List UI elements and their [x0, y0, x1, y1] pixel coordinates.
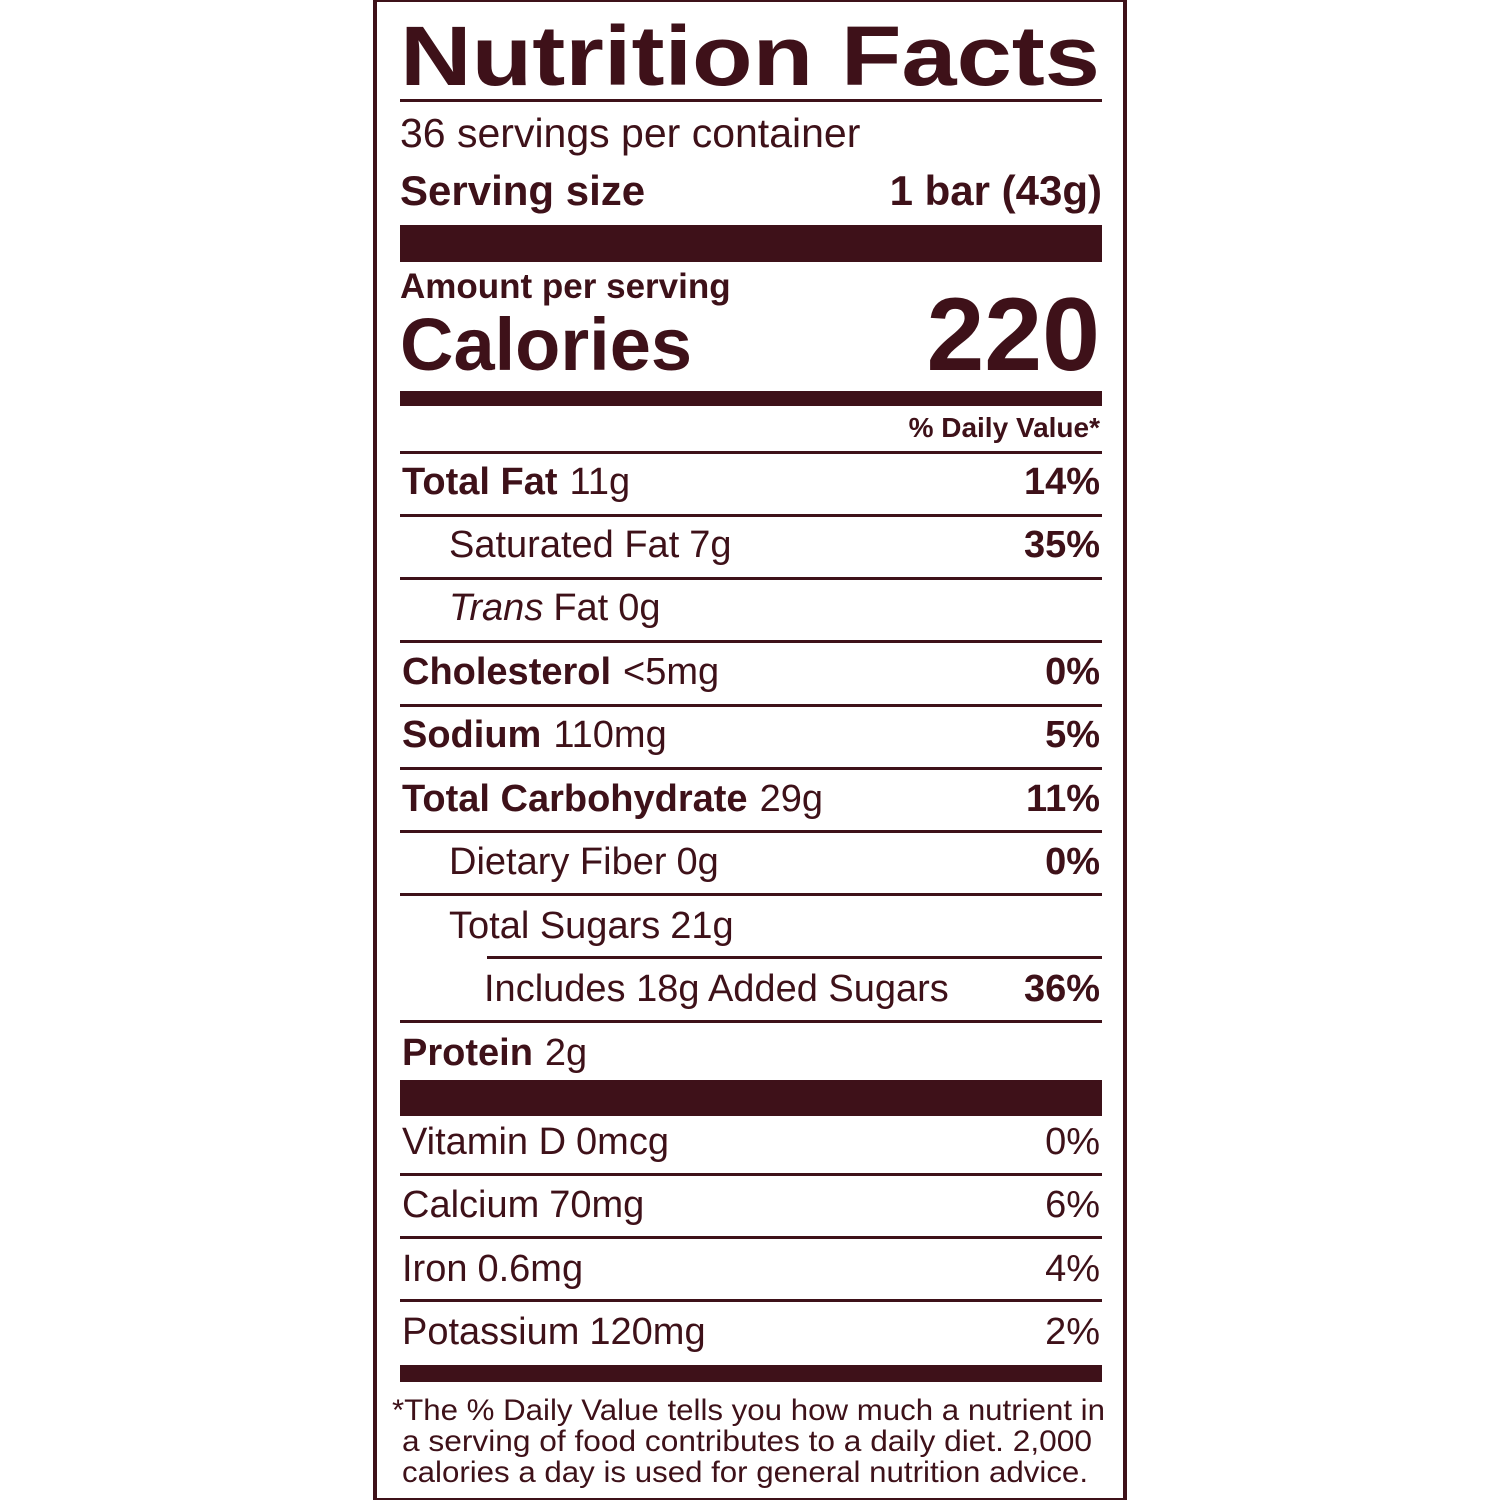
- nutrient: Cholesterol <5mg: [402, 651, 719, 693]
- nutrient-name: Sodium: [402, 714, 541, 756]
- nutrient-amount: 7g: [689, 524, 731, 566]
- nutrient: Total Carbohydrate 29g: [402, 778, 823, 820]
- nutrient: Total Sugars 21g: [449, 905, 734, 947]
- footnote-line: calories a day is used for general nutri…: [402, 1456, 1088, 1489]
- rule: [400, 577, 1102, 580]
- rule: [400, 704, 1102, 707]
- vitamin-name: Potassium: [402, 1311, 579, 1353]
- nutrient-name: Total Fat: [402, 461, 558, 503]
- nutrient-amount: 110mg: [553, 714, 666, 756]
- dv-header: % Daily Value*: [909, 412, 1101, 443]
- rule: [400, 99, 1102, 102]
- rule: [400, 830, 1102, 833]
- nutrient-name: Includes 18g Added Sugars: [484, 968, 949, 1010]
- rule: [400, 1173, 1102, 1176]
- nutrient-name: Total Carbohydrate: [402, 778, 748, 820]
- vitamin-amount: 0.6mg: [477, 1248, 583, 1290]
- nutrient-amount: 0g: [677, 841, 719, 883]
- thick-bar: [400, 1080, 1102, 1116]
- nutrient-amount: 0g: [618, 587, 660, 629]
- nutrient-amount: <5mg: [623, 651, 719, 693]
- rule: [400, 1020, 1102, 1023]
- rule: [487, 956, 1102, 959]
- title: Nutrition Facts: [400, 9, 1100, 103]
- nutrient-name: Dietary Fiber: [449, 841, 667, 883]
- nutrient-name: Saturated Fat: [449, 524, 680, 566]
- nutrient-name: Cholesterol: [402, 651, 611, 693]
- nutrient-amount: 21g: [670, 905, 733, 947]
- nutrient-name: Total Sugars: [449, 905, 660, 947]
- nutrient-amount: 11g: [570, 461, 631, 503]
- nutrient: Dietary Fiber 0g: [449, 841, 719, 883]
- nutrient-amount: 29g: [760, 778, 823, 820]
- vitamin: Calcium 70mg: [402, 1184, 644, 1226]
- vitamin-name: Iron: [402, 1248, 467, 1290]
- vitamin-dv: 0%: [1045, 1121, 1100, 1163]
- vitamin-dv: 2%: [1045, 1311, 1100, 1353]
- vitamin-amount: 120mg: [589, 1311, 705, 1353]
- nutrient-dv: 11%: [1026, 778, 1100, 820]
- nutrient-dv: 36%: [1024, 968, 1100, 1010]
- nutrient-amount: 2g: [545, 1032, 587, 1074]
- rule: [400, 893, 1102, 896]
- nutrient: Saturated Fat 7g: [449, 524, 732, 566]
- vitamin-amount: 70mg: [549, 1184, 644, 1226]
- vitamin-name: Calcium: [402, 1184, 539, 1226]
- rule: [400, 640, 1102, 643]
- nutrient: Trans Fat 0g: [449, 587, 661, 629]
- calories-value: 220: [926, 277, 1100, 393]
- nutrient-dv: 35%: [1024, 524, 1100, 566]
- vitamin-dv: 4%: [1045, 1248, 1100, 1290]
- nutrient-dv: 5%: [1045, 714, 1100, 756]
- thick-bar: [400, 225, 1102, 262]
- rule: [400, 514, 1102, 517]
- border: [373, 0, 1127, 1500]
- nutrient-dv: 0%: [1045, 841, 1100, 883]
- nutrient: Sodium 110mg: [402, 714, 667, 756]
- vitamin-dv: 6%: [1045, 1184, 1100, 1226]
- nutrient-name-italic: Trans: [449, 587, 543, 629]
- vitamin-amount: 0mcg: [576, 1121, 669, 1163]
- vitamin: Iron 0.6mg: [402, 1248, 583, 1290]
- nutrient-name: Protein: [402, 1032, 533, 1074]
- servings: 36 servings per container: [400, 110, 860, 156]
- rule: [400, 1299, 1102, 1302]
- medium-bar: [400, 1365, 1102, 1382]
- rule: [400, 767, 1102, 770]
- nutrient-dv: 14%: [1024, 461, 1100, 503]
- amount-per-serving: Amount per serving: [400, 267, 731, 306]
- nutrient: Protein 2g: [402, 1032, 587, 1074]
- footnote-line: a serving of food contributes to a daily…: [402, 1425, 1092, 1458]
- medium-bar: [400, 391, 1102, 406]
- nutrient-name: Fat: [553, 587, 608, 629]
- vitamin: Potassium 120mg: [402, 1311, 706, 1353]
- nutrient: Total Fat 11g: [402, 461, 630, 503]
- serving-size-label: Serving size: [400, 167, 645, 214]
- calories-label: Calories: [400, 303, 692, 386]
- footnote-line: *The % Daily Value tells you how much a …: [392, 1394, 1105, 1427]
- vitamin-name: Vitamin D: [402, 1121, 566, 1163]
- nutrient-dv: 0%: [1045, 651, 1100, 693]
- serving-size-value: 1 bar (43g): [890, 167, 1102, 214]
- rule: [400, 1236, 1102, 1239]
- vitamin: Vitamin D 0mcg: [402, 1121, 669, 1163]
- rule: [400, 451, 1102, 454]
